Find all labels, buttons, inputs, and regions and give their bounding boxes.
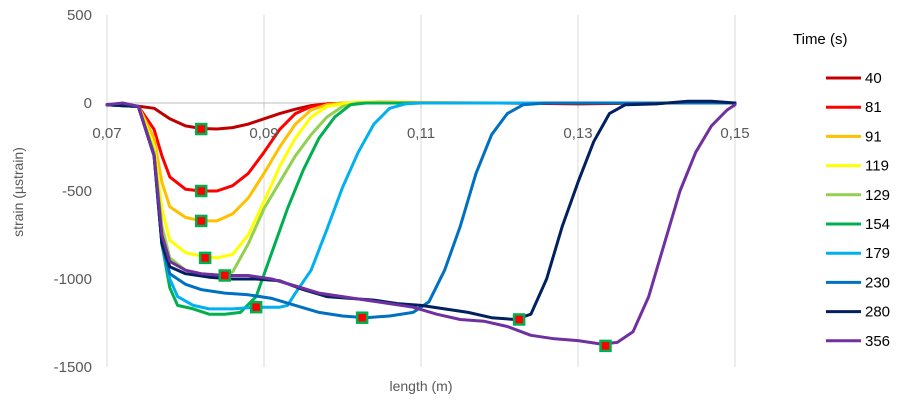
y-axis-title: strain (µstrain) bbox=[10, 147, 26, 237]
x-tick-label: 0,09 bbox=[249, 125, 278, 142]
series-line-280 bbox=[105, 99, 737, 321]
y-tick-label: -1000 bbox=[54, 271, 92, 288]
x-tick-label: 0,15 bbox=[720, 125, 749, 142]
data-marker bbox=[599, 339, 612, 353]
data-marker bbox=[512, 313, 526, 326]
legend-label-91: 91 bbox=[865, 128, 882, 145]
series-line-356 bbox=[105, 101, 737, 346]
data-marker bbox=[218, 269, 231, 282]
legend-label-154: 154 bbox=[865, 216, 890, 233]
x-tick-label: 0,13 bbox=[563, 125, 592, 142]
legend-label-280: 280 bbox=[865, 304, 890, 321]
legend-label-119: 119 bbox=[865, 158, 889, 175]
data-marker bbox=[194, 214, 208, 228]
data-marker bbox=[194, 184, 208, 198]
legend-label-129: 129 bbox=[865, 187, 890, 204]
legend-label-230: 230 bbox=[865, 274, 890, 291]
legend: Time (s) 40 81 91 119 129 154 179 230 280 356 bbox=[793, 31, 890, 350]
legend-label-179: 179 bbox=[865, 245, 890, 262]
series-line-230 bbox=[105, 101, 737, 320]
x-tick-label: 0,07 bbox=[92, 125, 121, 142]
series-lines bbox=[105, 99, 737, 346]
y-tick-label: 500 bbox=[67, 7, 92, 24]
data-marker bbox=[194, 122, 208, 136]
y-tick-label: -500 bbox=[62, 183, 92, 200]
x-axis-title: length (m) bbox=[389, 378, 452, 394]
data-marker bbox=[355, 311, 369, 324]
data-marker bbox=[249, 300, 263, 314]
data-marker bbox=[198, 251, 212, 265]
legend-label-40: 40 bbox=[865, 70, 882, 87]
y-tick-label: 0 bbox=[84, 95, 92, 112]
y-tick-label: -1500 bbox=[54, 359, 92, 376]
x-tick-label: 0,11 bbox=[407, 125, 435, 142]
legend-title: Time (s) bbox=[793, 31, 847, 48]
markers bbox=[194, 122, 612, 353]
legend-label-356: 356 bbox=[865, 333, 890, 350]
legend-label-81: 81 bbox=[865, 99, 882, 116]
tick-labels: 500 0 -500 -1000 -1500 0,07 0,09 0,11 0,13 0,15 bbox=[54, 7, 750, 376]
series-line-119 bbox=[105, 100, 737, 260]
